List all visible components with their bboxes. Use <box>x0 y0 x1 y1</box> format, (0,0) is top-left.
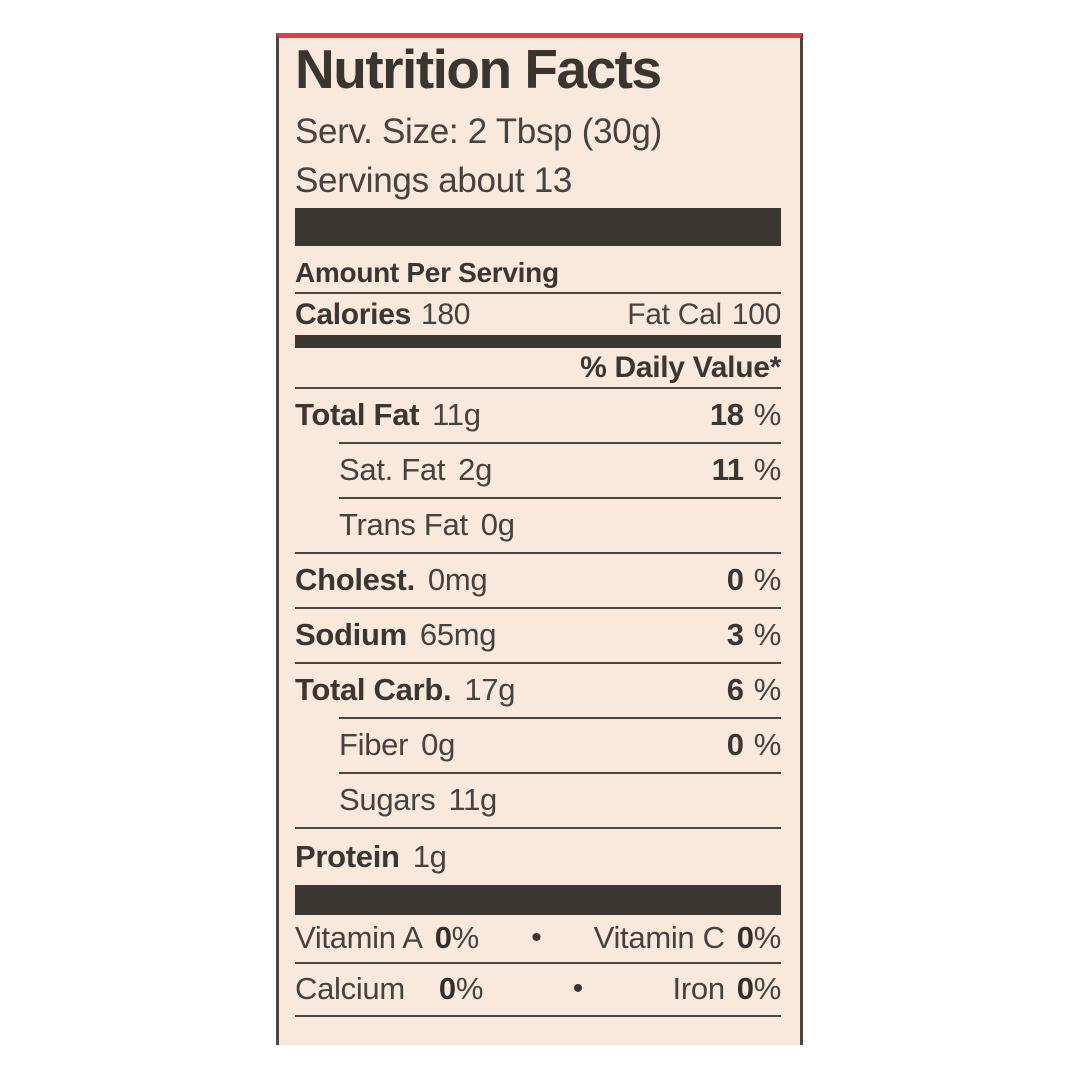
nutrient-name: Total Carb. <box>295 672 452 708</box>
divider-rule <box>295 551 781 554</box>
bullet-separator: • <box>572 972 584 1006</box>
amount-per-serving-heading: Amount Per Serving <box>295 256 559 288</box>
nutrient-dv: 3 <box>726 617 744 653</box>
iron-label: Iron <box>672 971 726 1007</box>
bullet-separator: • <box>531 921 542 955</box>
vitamin-c-cell: Vitamin C 0% <box>593 920 782 956</box>
nutrient-name: Sodium <box>295 617 407 653</box>
nutrient-row-fiber: Fiber 0g 0% <box>295 719 781 772</box>
divider-rule-indented <box>339 496 781 499</box>
divider-rule <box>295 606 781 609</box>
calories-row: Calories 180 Fat Cal 100 <box>295 294 781 335</box>
divider-rule <box>295 291 781 294</box>
calories-cell: Calories 180 <box>295 297 471 331</box>
divider-rule-indented <box>339 716 781 719</box>
divider-rule <box>295 661 781 664</box>
vitamin-a-value: 0 <box>434 920 452 956</box>
vitamin-row-a-c: Vitamin A 0% • Vitamin C 0% <box>295 915 781 962</box>
nutrient-row-trans-fat: Trans Fat 0g <box>295 499 781 552</box>
nutrient-amount: 11g <box>432 397 481 433</box>
vitamin-c-value: 0 <box>736 920 754 956</box>
servings-count-line: Servings about 13 <box>295 160 573 200</box>
nutrient-dv: 6 <box>726 672 744 708</box>
nutrient-amount: 1g <box>412 838 447 874</box>
percent-sign: % <box>753 672 782 708</box>
vitamin-a-cell: Vitamin A 0% <box>295 920 479 956</box>
vitamin-row-calcium-iron: Calcium 0% • Iron 0% <box>295 964 781 1015</box>
nutrient-amount: 65mg <box>419 617 497 653</box>
panel-title: Nutrition Facts <box>295 38 662 100</box>
nutrient-row-protein: Protein 1g <box>295 829 781 885</box>
nutrient-name: Total Fat <box>295 397 420 433</box>
divider-rule-indented <box>339 771 781 774</box>
divider-rule <box>295 826 781 829</box>
nutrient-amount: 0mg <box>427 562 488 598</box>
percent-sign: % <box>455 971 484 1007</box>
calcium-label: Calcium <box>295 971 405 1007</box>
divider-rule <box>295 961 781 964</box>
calories-label: Calories <box>295 297 411 331</box>
vitamin-c-label: Vitamin C <box>593 920 725 956</box>
nutrient-amount: 0g <box>480 507 515 543</box>
nutrient-dv: 0 <box>726 562 744 598</box>
percent-sign: % <box>753 562 782 598</box>
divider-rule-indented <box>339 441 781 444</box>
percent-sign: % <box>753 397 782 433</box>
percent-sign: % <box>753 617 782 653</box>
separator-bar-thick <box>295 207 781 246</box>
iron-cell: Iron 0% <box>672 971 782 1007</box>
nutrient-row-total-carb: Total Carb. 17g 6% <box>295 664 781 717</box>
divider-rule <box>295 386 781 389</box>
separator-bar-thin <box>295 334 781 348</box>
fat-calories-label: Fat Cal <box>627 297 722 331</box>
nutrient-row-total-fat: Total Fat 11g 18% <box>295 389 781 442</box>
nutrient-row-sugars: Sugars 11g <box>295 774 781 827</box>
serving-size-line: Serv. Size: 2 Tbsp (30g) <box>295 112 662 152</box>
percent-sign: % <box>753 920 782 956</box>
fat-calories-value: 100 <box>731 297 781 331</box>
nutrient-amount: 0g <box>421 727 456 763</box>
panel-content: Nutrition Facts Serv. Size: 2 Tbsp (30g)… <box>279 38 800 1017</box>
nutrient-name: Protein <box>295 838 400 874</box>
calcium-value: 0 <box>438 971 456 1007</box>
nutrient-dv: 11 <box>711 452 744 488</box>
nutrient-amount: 2g <box>458 452 493 488</box>
percent-sign: % <box>753 971 782 1007</box>
iron-value: 0 <box>736 971 754 1007</box>
percent-sign: % <box>451 920 480 956</box>
nutrient-row-cholesterol: Cholest. 0mg 0% <box>295 554 781 607</box>
nutrient-amount: 17g <box>464 672 516 708</box>
percent-sign: % <box>753 727 782 763</box>
nutrient-name: Sugars <box>339 782 436 818</box>
calcium-cell: Calcium 0% <box>295 971 483 1007</box>
nutrient-name: Trans Fat <box>339 507 468 543</box>
nutrient-name: Fiber <box>339 727 409 763</box>
nutrient-name: Sat. Fat <box>339 452 446 488</box>
nutrient-row-sat-fat: Sat. Fat 2g 11% <box>295 444 781 497</box>
separator-bar-mid <box>295 884 781 915</box>
nutrient-dv: 18 <box>709 397 744 433</box>
fat-calories-cell: Fat Cal 100 <box>627 297 781 331</box>
nutrient-name: Cholest. <box>295 562 415 598</box>
nutrient-amount: 11g <box>448 782 497 818</box>
nutrient-dv: 0 <box>726 727 744 763</box>
nutrient-row-sodium: Sodium 65mg 3% <box>295 609 781 662</box>
vitamin-a-label: Vitamin A <box>295 920 423 956</box>
calories-value: 180 <box>421 297 471 331</box>
nutrition-facts-panel: Nutrition Facts Serv. Size: 2 Tbsp (30g)… <box>276 33 803 1045</box>
divider-rule <box>295 1014 781 1017</box>
daily-value-heading: % Daily Value* <box>580 350 781 384</box>
percent-sign: % <box>753 452 782 488</box>
